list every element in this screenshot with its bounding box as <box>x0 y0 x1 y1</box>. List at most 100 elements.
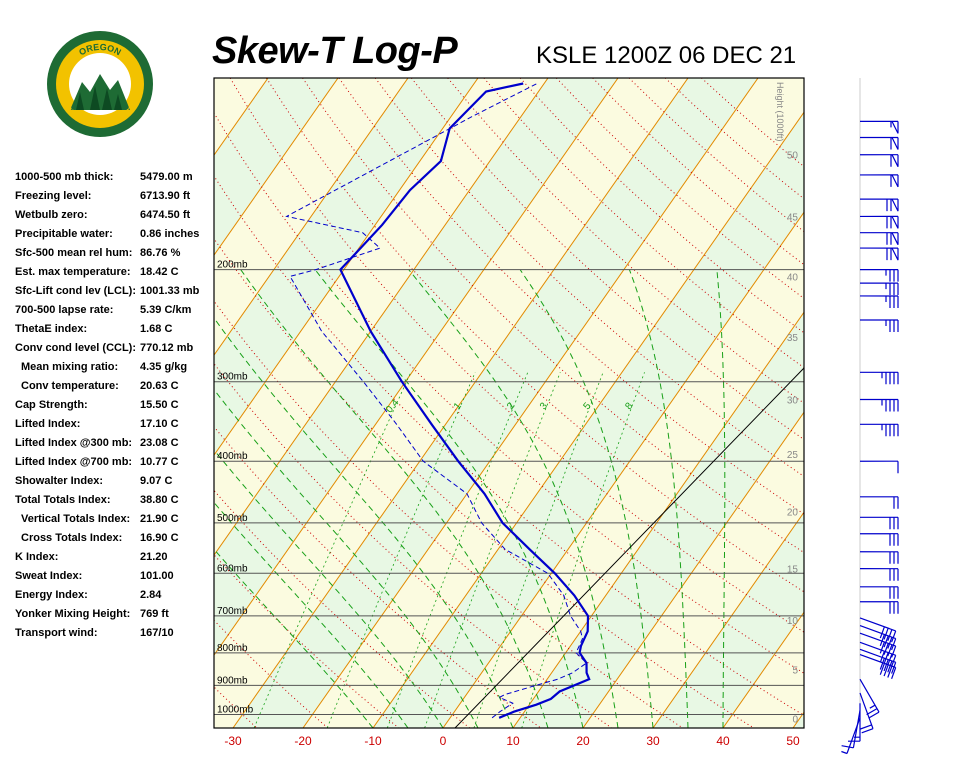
wind-barb <box>859 269 899 282</box>
index-row: ThetaE index: 1.68 C <box>15 320 215 339</box>
index-value: 101.00 <box>140 570 174 582</box>
isotherm-band <box>0 16 171 741</box>
index-value: 6713.90 ft <box>140 190 191 202</box>
isotherm-line <box>214 78 339 257</box>
index-label: Mean mixing ratio: <box>21 361 119 373</box>
isotherm-line <box>214 78 409 357</box>
index-label: Conv cond level (CCL): <box>15 342 137 354</box>
index-label: Lifted Index @300 mb: <box>15 437 133 449</box>
isotherm-band <box>214 78 338 256</box>
chart-title: Skew-T Log-P <box>212 30 458 72</box>
index-label: K Index: <box>15 551 59 563</box>
index-label: Conv temperature: <box>21 380 119 392</box>
index-label: 700-500 lapse rate: <box>15 304 114 316</box>
wind-barb <box>859 371 899 385</box>
pressure-label: 700mb <box>217 606 248 617</box>
height-tick-label: 0 <box>792 715 798 726</box>
index-label: Sweat Index: <box>15 570 83 582</box>
pressure-label: 1000mb <box>217 705 254 716</box>
height-tick-label: 35 <box>787 333 799 344</box>
moist-adiabat <box>214 501 409 728</box>
wind-barb <box>859 215 899 229</box>
isotherm-line <box>214 78 479 457</box>
index-value: 770.12 mb <box>140 342 194 354</box>
wind-barbs <box>841 78 899 755</box>
index-row: Cross Totals Index: 16.90 C <box>15 529 215 548</box>
height-axis-label: Height (1000ft) <box>775 82 785 142</box>
height-tick-label: 5 <box>792 666 798 677</box>
mixing-ratio-line <box>253 372 412 728</box>
wind-barb <box>859 632 897 658</box>
isotherm-line <box>0 16 171 741</box>
index-label: Precipitable water: <box>15 228 113 240</box>
wind-barb <box>859 198 899 212</box>
index-row: Showalter Index: 9.07 C <box>15 472 215 491</box>
dry-adiabat <box>214 237 755 728</box>
index-label: Sfc-Lift cond lev (LCL): <box>15 285 136 297</box>
index-row: Cap Strength: 15.50 C <box>15 396 215 415</box>
wind-barb <box>859 398 899 412</box>
index-row: Precipitable water: 0.86 inches <box>15 225 215 244</box>
index-label: Vertical Totals Index: <box>21 513 131 525</box>
index-row: Vertical Totals Index: 21.90 C <box>15 510 215 529</box>
x-tick-label: -20 <box>294 734 312 748</box>
height-tick-label: 30 <box>787 396 799 407</box>
isotherm-line <box>0 16 241 741</box>
moist-adiabat <box>214 548 374 728</box>
moist-adiabat <box>214 449 444 728</box>
index-row: Sweat Index: 101.00 <box>15 567 215 586</box>
moist-adiabat <box>214 388 479 728</box>
index-label: Total Totals Index: <box>15 494 111 506</box>
index-value: 0.86 inches <box>140 228 200 240</box>
mixing-ratio-line <box>521 372 645 728</box>
index-label: Est. max temperature: <box>15 266 131 278</box>
index-row: Wetbulb zero: 6474.50 ft <box>15 206 215 225</box>
wind-barb <box>859 136 899 150</box>
temperature-line <box>339 82 591 719</box>
index-value: 5479.00 m <box>140 171 193 183</box>
pressure-label: 200mb <box>217 260 248 271</box>
index-row: Lifted Index: 17.10 C <box>15 415 215 434</box>
isotherm-band <box>214 78 689 728</box>
index-value: 9.07 C <box>140 475 173 487</box>
wind-barb <box>859 232 899 245</box>
dry-adiabat <box>265 78 804 593</box>
index-row: Lifted Index @300 mb: 23.08 C <box>15 434 215 453</box>
pressure-label: 900mb <box>217 675 248 686</box>
index-value: 21.90 C <box>140 513 179 525</box>
index-value: 18.42 C <box>140 266 179 278</box>
index-value: 1.68 C <box>140 323 173 335</box>
index-value: 86.76 % <box>140 247 181 259</box>
isotherm-line <box>232 78 689 728</box>
moist-adiabat <box>408 269 619 728</box>
plot-area <box>0 16 804 741</box>
index-label: Lifted Index @700 mb: <box>15 456 133 468</box>
moist-adiabat <box>214 317 514 728</box>
x-tick-label: 20 <box>576 734 590 748</box>
station-time: KSLE 1200Z 06 DEC 21 <box>536 42 797 69</box>
index-label: Yonker Mixing Height: <box>15 608 131 620</box>
x-tick-label: 30 <box>646 734 660 748</box>
height-tick-label: 45 <box>787 212 799 223</box>
index-value: 16.90 C <box>140 532 179 544</box>
moist-adiabat <box>314 269 584 728</box>
index-row: 1000-500 mb thick: 5479.00 m <box>15 168 215 187</box>
index-row: Sfc-500 mean rel hum: 86.76 % <box>15 244 215 263</box>
index-label: 1000-500 mb thick: <box>15 171 114 183</box>
isotherm-line <box>214 78 549 557</box>
wind-barb <box>859 460 899 474</box>
index-row: Conv cond level (CCL): 770.12 mb <box>15 339 215 358</box>
index-value: 20.63 C <box>140 380 179 392</box>
wind-barb <box>859 601 899 614</box>
isotherm-line <box>302 78 759 728</box>
index-value: 10.77 C <box>140 456 179 468</box>
plot-frame <box>213 77 805 729</box>
index-value: 38.80 C <box>140 494 179 506</box>
index-label: Transport wind: <box>15 627 98 639</box>
index-value: 21.20 <box>140 551 168 563</box>
pressure-label: 800mb <box>217 643 248 654</box>
index-value: 6474.50 ft <box>140 209 191 221</box>
index-row: Yonker Mixing Height: 769 ft <box>15 605 215 624</box>
wind-barb <box>859 586 899 599</box>
wind-barb <box>859 174 899 188</box>
